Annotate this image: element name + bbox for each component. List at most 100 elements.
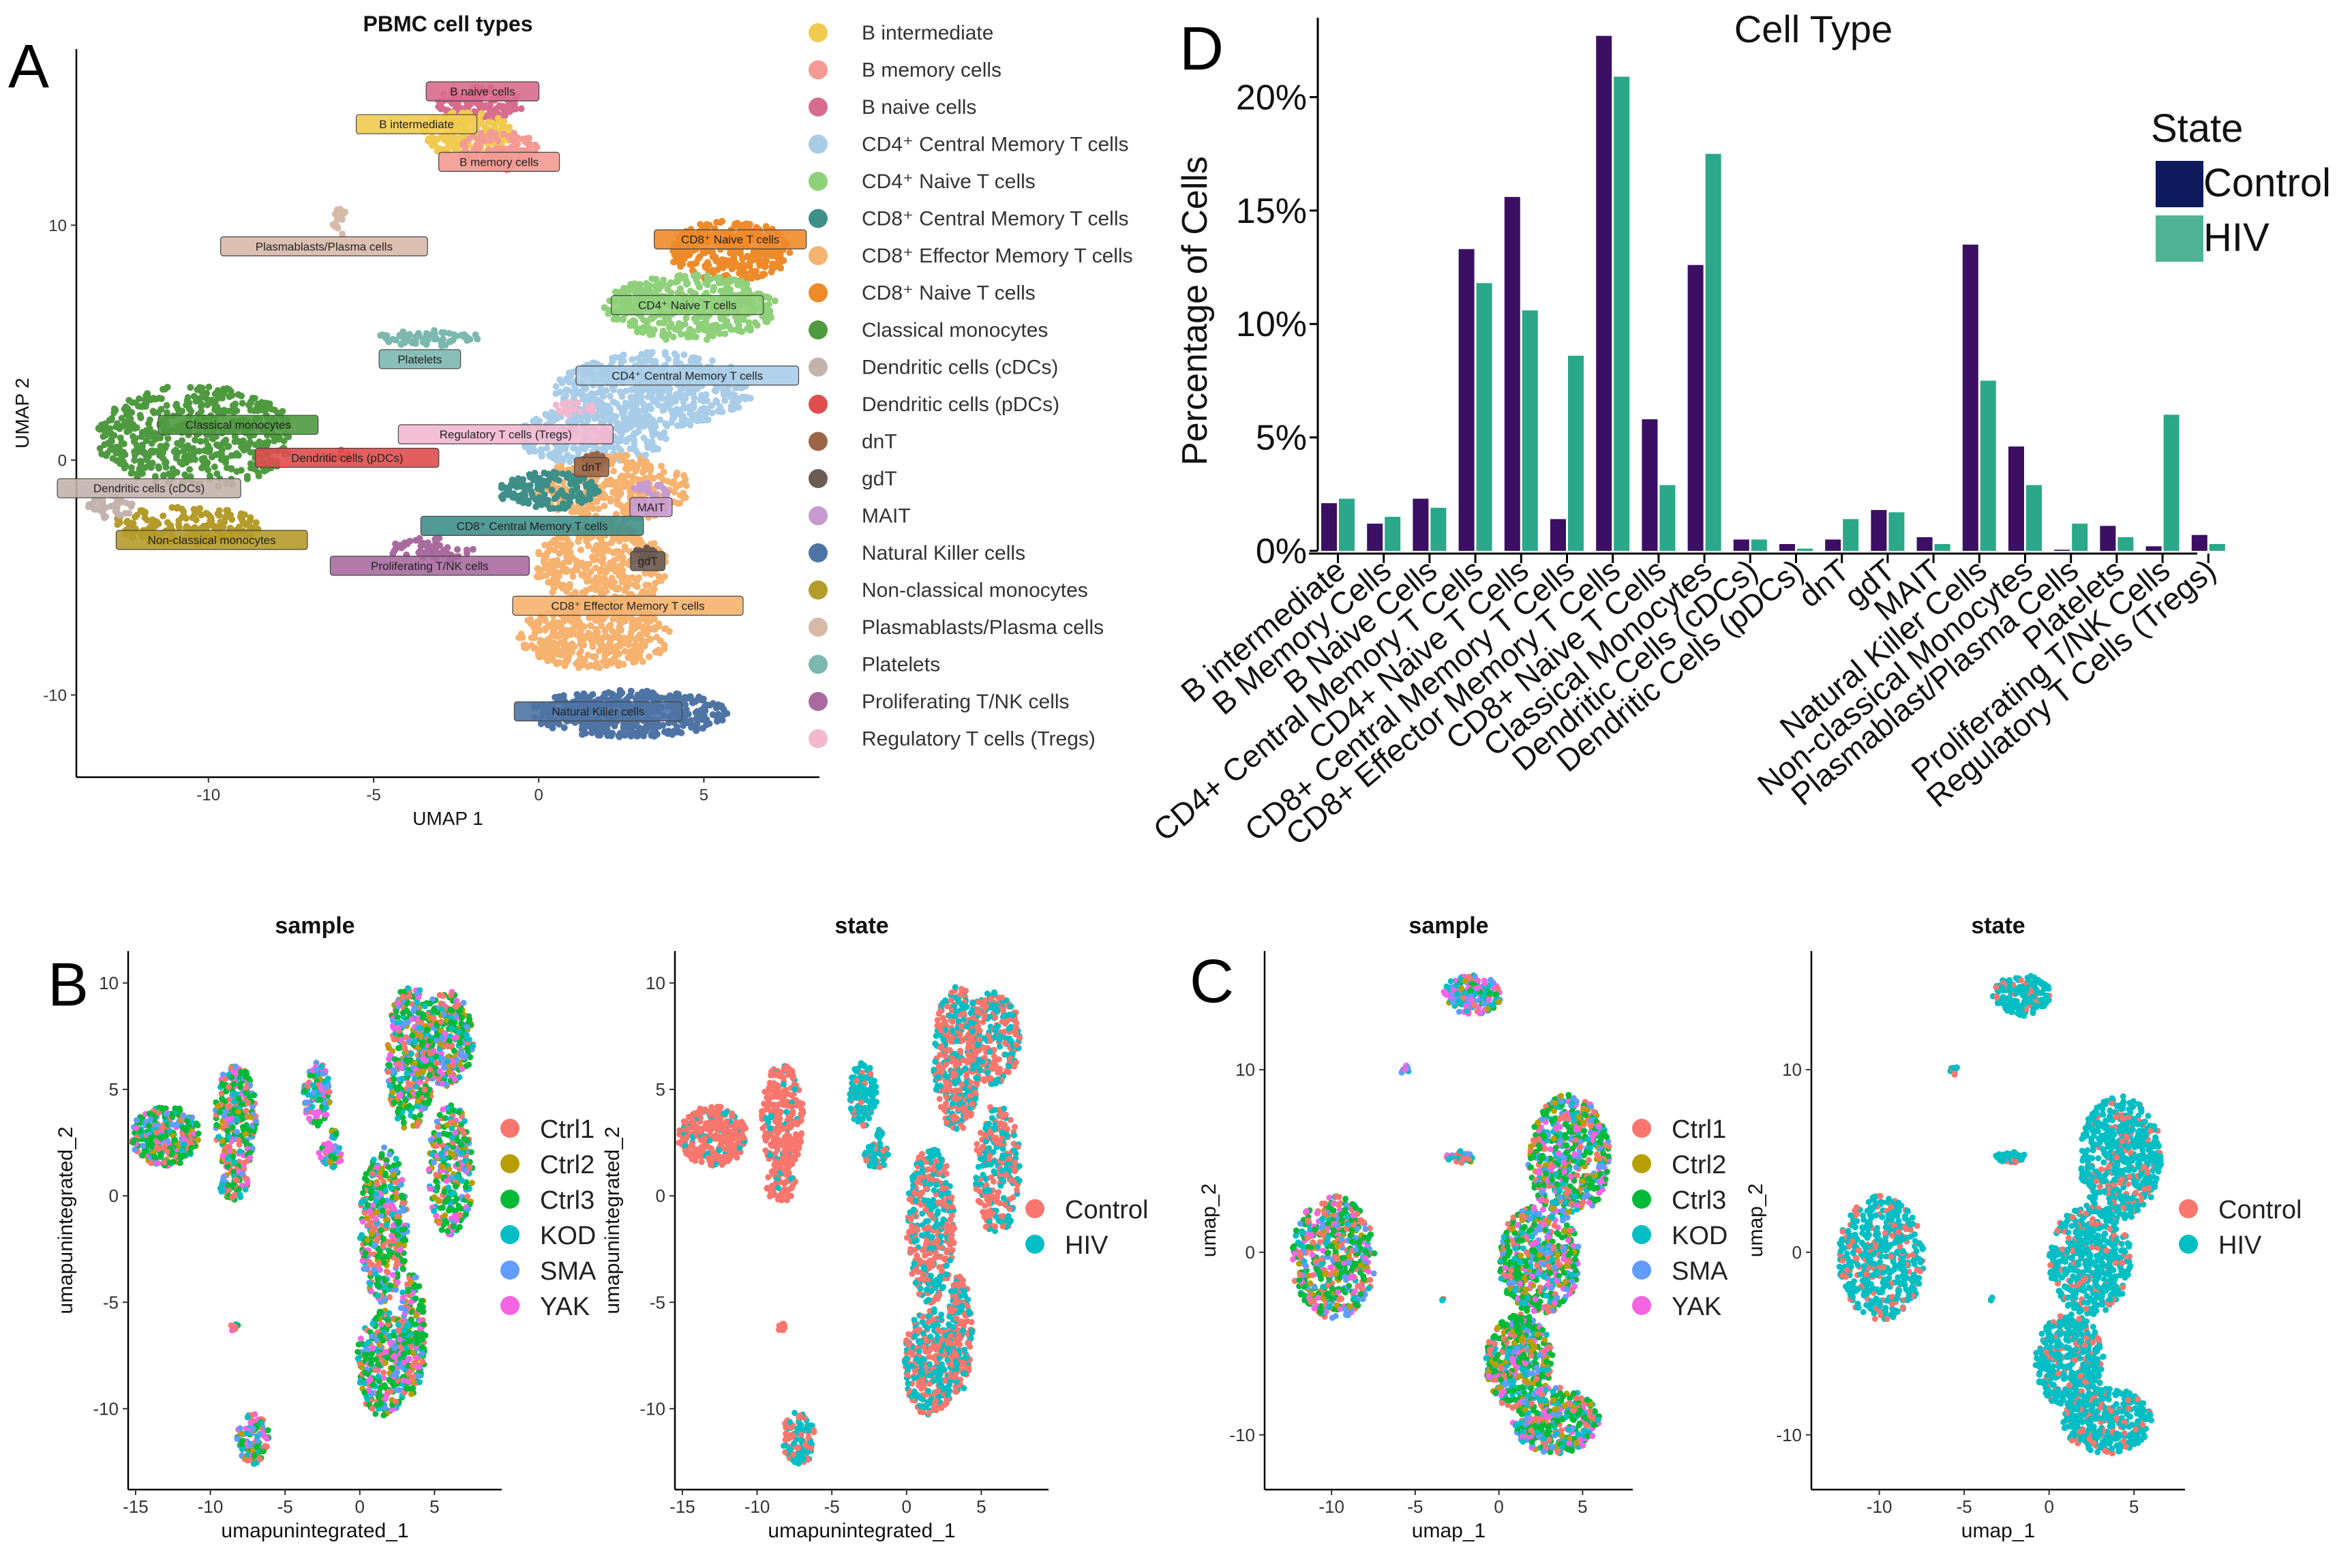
panel-a-point [661, 332, 668, 340]
panel-d-bar-hiv [1843, 519, 1859, 551]
panel-a-point [589, 653, 597, 661]
panel-a-legend-label: CD8⁺ Effector Memory T cells [862, 245, 1133, 267]
panel-a-y-tick-label: 10 [48, 217, 67, 235]
panel-a-point [200, 455, 208, 462]
panel-a-point [644, 285, 652, 292]
panel-a-point [184, 443, 192, 451]
panel-a-point [399, 334, 407, 342]
panel-a-point [647, 467, 654, 474]
panel-a-point [397, 341, 405, 348]
panel-a-point [721, 330, 729, 337]
panel-a-point [547, 540, 554, 547]
panel-a-point [579, 723, 586, 730]
panel-a-point [458, 133, 466, 140]
panel-a-legend-label: Dendritic cells (pDCs) [862, 393, 1059, 416]
panel-a-point [196, 504, 204, 512]
panel-a-point [607, 481, 614, 488]
panel-d-bar-control [1916, 537, 1933, 551]
panel-a-point [164, 519, 171, 526]
panel-a-point [656, 649, 663, 657]
panel-a-title: PBMC cell types [363, 12, 533, 36]
panel-a-point [623, 451, 631, 459]
panel-d-bar-hiv [1934, 544, 1950, 551]
panel-a-point [560, 504, 567, 511]
panel-a-point [616, 733, 623, 740]
panel-a-point [579, 656, 587, 663]
panel-a-point [100, 433, 107, 440]
panel-a-annotation-label: Classical monocytes [185, 419, 291, 432]
panel-a-point [670, 478, 678, 485]
panel-a-annotation-label: Proliferating T/NK cells [371, 560, 489, 573]
panel-a-point [215, 507, 223, 514]
panel-a-point [693, 333, 699, 341]
panel-d-bar-hiv [1888, 512, 1905, 551]
panel-a-point [525, 134, 532, 142]
panel-a-point [575, 508, 583, 515]
panel-a-legend-label: CD8⁺ Central Memory T cells [862, 208, 1129, 230]
panel-d-y-tick-label: 5% [1256, 419, 1307, 458]
panel-a-point [709, 268, 717, 275]
panel-a-point [748, 267, 755, 275]
panel-a-point [754, 273, 762, 281]
panel-a-point [662, 625, 669, 633]
panel-a-point [652, 729, 659, 736]
panel-a-point [699, 725, 707, 732]
panel-a-point [163, 402, 170, 409]
panel-a-legend-label: Natural Killer cells [862, 542, 1025, 564]
panel-a-point [706, 331, 713, 339]
panel-a-point [591, 483, 599, 491]
panel-d-bar-control [1642, 419, 1658, 551]
panel-a-point [461, 138, 468, 146]
panel-a-point [573, 413, 581, 421]
panel-a-point [685, 386, 693, 393]
panel-a-point [700, 397, 707, 405]
panel-a-point [121, 420, 128, 427]
panel-a-point [649, 432, 657, 439]
panel-a-point [125, 397, 133, 404]
panel-a-point [764, 293, 771, 301]
panel-d-bar-control [2054, 549, 2070, 551]
panel-a-point [669, 415, 676, 423]
panel-a-point [233, 450, 241, 457]
panel-a-point [160, 512, 167, 519]
panel-a-point [118, 439, 125, 447]
panel-a-point [123, 428, 131, 436]
panel-a-legend-swatch [809, 469, 828, 488]
panel-a-point [682, 314, 690, 322]
panel-a-point [693, 721, 701, 728]
panel-a-point [172, 455, 180, 462]
panel-a-point [239, 399, 246, 407]
panel-b-sample-y-tick-label: 10 [99, 973, 119, 993]
panel-a-point [614, 634, 621, 642]
panel-a-point [666, 385, 674, 393]
panel-d-bar-control [1687, 265, 1704, 551]
panel-a-point [621, 635, 629, 642]
panel-a-point [633, 412, 640, 419]
panel-a-point [617, 452, 624, 459]
panel-a-point [531, 629, 539, 637]
panel-a-legend-swatch [809, 654, 828, 674]
panel-a-point [610, 468, 617, 474]
panel-a-point [764, 318, 771, 325]
panel-a-point [696, 417, 704, 424]
panel-d-bar-hiv [2026, 485, 2042, 551]
panel-a-point [500, 130, 507, 138]
panel-d-y-tick-label: 20% [1236, 78, 1307, 117]
panel-a-point [629, 459, 636, 466]
panel-a-point [649, 331, 657, 338]
panel-a-point [521, 642, 528, 649]
panel-a-legend-swatch [809, 246, 828, 265]
panel-a-point [560, 692, 567, 699]
panel-a-point [453, 546, 461, 553]
panel-a-point [744, 325, 751, 333]
panel-a-point [723, 318, 730, 325]
panel-a-point [605, 414, 612, 421]
panel-a-point [693, 385, 701, 392]
panel-a-point [708, 409, 716, 417]
panel-a-point [149, 516, 156, 524]
panel-b-sample-y-tick-label: 5 [109, 1079, 119, 1100]
panel-a-point [646, 315, 654, 322]
panel-a-point [587, 622, 594, 629]
